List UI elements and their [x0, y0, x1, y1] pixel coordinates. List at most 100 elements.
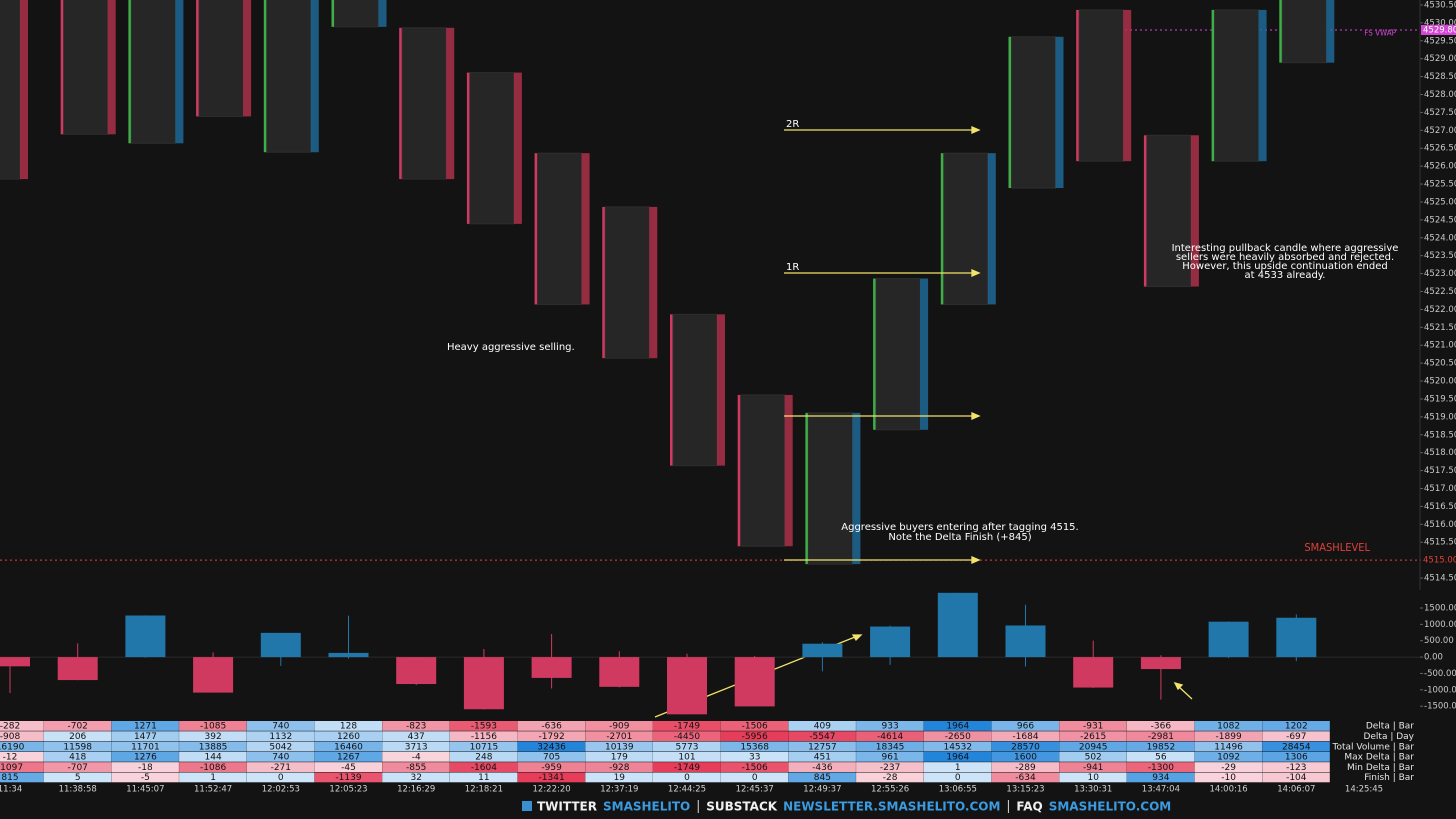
table-cell [923, 721, 992, 731]
table-cell [111, 731, 179, 742]
time-label: 11:34 [0, 785, 22, 795]
table-cell [382, 721, 450, 731]
table-value: 32 [410, 773, 421, 783]
y-tick-label: 4518.50 [1424, 430, 1456, 440]
table-cell [111, 762, 179, 772]
footprint-candle [672, 313, 718, 467]
table-cell [1126, 772, 1195, 783]
table-value: -1749 [674, 722, 700, 732]
table-cell [720, 772, 789, 783]
table-cell [382, 751, 450, 762]
table-value: 11598 [63, 742, 92, 752]
table-value: -1156 [471, 732, 497, 742]
footprint-candle [875, 278, 921, 431]
table-cell [653, 731, 721, 742]
time-label: 12:37:19 [600, 785, 638, 795]
y-tick-label: 4530.00 [1424, 18, 1456, 28]
table-value: 418 [69, 753, 86, 763]
footprint-volume [513, 72, 522, 224]
y-tick-label: 4523.50 [1424, 251, 1456, 261]
table-cell [1262, 721, 1330, 731]
table-cell [449, 751, 518, 762]
level-tag [1421, 25, 1456, 36]
time-label: 13:06:55 [939, 785, 977, 795]
table-value: 705 [543, 753, 560, 763]
table-cell [517, 751, 586, 762]
table-value: -1749 [674, 763, 700, 773]
table-value: -1341 [539, 773, 565, 783]
table-value: 16190 [0, 742, 25, 752]
table-cell [0, 731, 44, 742]
row-label: Delta | Bar [1366, 722, 1414, 732]
table-cell [0, 721, 44, 731]
table-cell [449, 772, 518, 783]
candle-stripe [1076, 9, 1079, 162]
time-label: 12:18:21 [465, 785, 503, 795]
y-tick-label: 4519.00 [1424, 412, 1456, 422]
delta-bar [937, 592, 978, 658]
delta-bar [599, 657, 640, 687]
table-cell [923, 762, 992, 772]
table-value: -366 [1151, 722, 1172, 732]
candle-stripe [1008, 36, 1011, 189]
footprint-volume [378, 0, 387, 27]
table-value: -18 [138, 763, 153, 773]
table-value: -29 [1221, 763, 1236, 773]
table-value: 1 [955, 763, 961, 773]
table-cell [0, 741, 44, 752]
annotation: 2R [786, 119, 799, 130]
table-cell [653, 762, 721, 772]
time-axis: 11:34 11:38:58 11:45:07 11:52:47 12:02:53 12:… [0, 785, 1383, 795]
table-value: 33 [749, 753, 760, 763]
y-tick-label: 4514.50 [1424, 574, 1456, 584]
table-cell [991, 762, 1059, 772]
footer-link[interactable]: SMASHELITO [603, 800, 690, 814]
table-value: -123 [1286, 763, 1306, 773]
table-cell [517, 762, 586, 772]
level-price: 4529.80 [1423, 26, 1456, 36]
table-value: 20945 [1079, 742, 1108, 752]
y-tick-label: 4516.50 [1424, 502, 1456, 512]
table-value: 1600 [1014, 753, 1037, 763]
footer-link[interactable]: SMASHELITO.COM [1049, 800, 1172, 814]
footprint-volume [649, 206, 658, 359]
time-label: 11:52:47 [194, 785, 232, 795]
table-cell [1194, 741, 1263, 752]
table-cell [1126, 721, 1195, 731]
footprint-candle [1011, 36, 1056, 189]
table-cell [246, 731, 315, 742]
footer-link[interactable]: NEWSLETTER.SMASHELITO.COM [783, 800, 1000, 814]
time-label: 12:22:20 [533, 785, 571, 795]
footprint-candle [401, 27, 447, 180]
table-cell [179, 751, 247, 762]
candle-stripe [1279, 0, 1282, 63]
time-label: 12:49:37 [803, 785, 841, 795]
table-value: -1593 [471, 722, 497, 732]
table-cell [788, 772, 856, 783]
table-cell [43, 721, 112, 731]
table-value: 1260 [337, 732, 360, 742]
y-tick-label: 4528.00 [1424, 90, 1456, 100]
table-cell [246, 751, 315, 762]
y-tick-label: 4528.50 [1424, 72, 1456, 82]
table-cell [0, 751, 44, 762]
level-name: SMASHLEVEL [1304, 541, 1370, 554]
table-value: 0 [955, 773, 961, 783]
y-tick-label: 4527.00 [1424, 126, 1456, 136]
candle-stripe [534, 153, 538, 305]
arrow-head [971, 412, 981, 420]
footer: TWITTER SMASHELITO SUBSTACK NEWSLETTER.SMAS… [522, 800, 1171, 814]
table-value: 1306 [1285, 753, 1308, 763]
delta-bar [667, 657, 707, 715]
footprint-volume [1055, 36, 1064, 189]
footprint-candle [334, 0, 379, 28]
table-value: 740 [272, 722, 289, 732]
table-value: 248 [475, 753, 492, 763]
y-tick-label: 4520.50 [1424, 359, 1456, 369]
y-tick-label: 4525.00 [1424, 197, 1456, 207]
delta-bar [0, 657, 30, 667]
footprint-candle [537, 152, 583, 305]
table-value: 1132 [269, 732, 292, 742]
delta-bar [1276, 617, 1317, 658]
